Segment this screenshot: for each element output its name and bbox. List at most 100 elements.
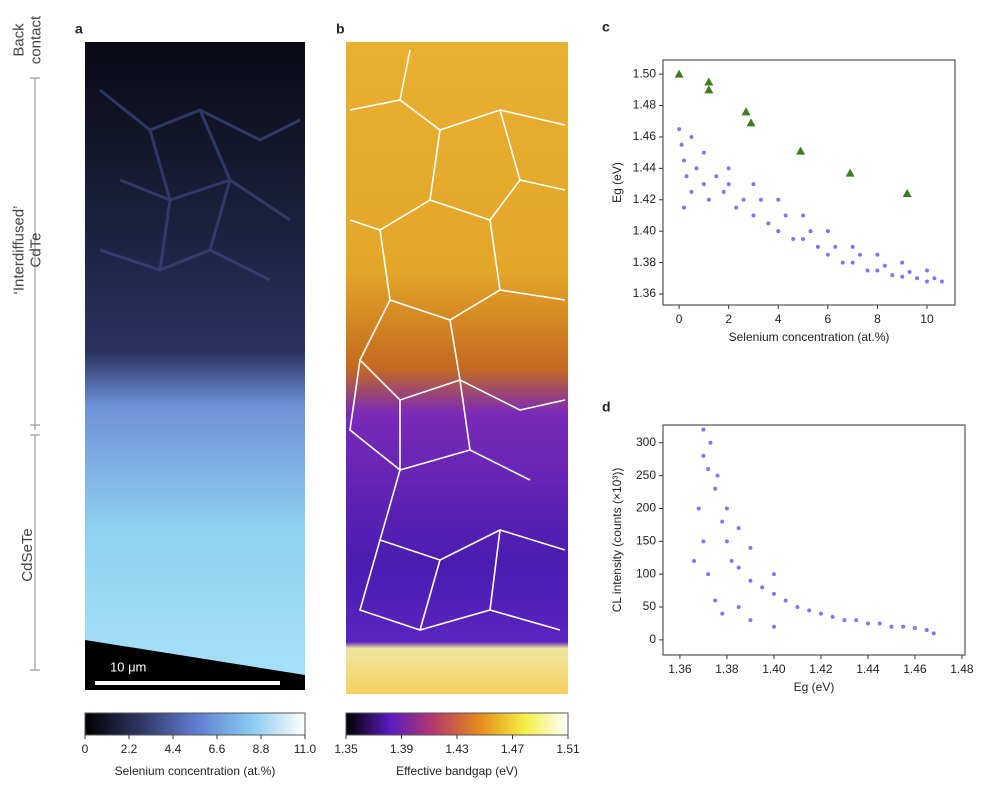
scatter-point (875, 252, 880, 257)
scatter-point (801, 237, 806, 242)
y-axis-label: Eg (eV) (610, 162, 624, 203)
panel-label: d (602, 399, 611, 415)
scatter-point (721, 189, 726, 194)
scatter-point (783, 598, 788, 603)
scatter-point (865, 268, 870, 273)
scatter-point (915, 276, 920, 281)
scatter-point (850, 244, 855, 249)
side-label: contact (27, 15, 44, 64)
side-label: ‘Interdiffused’ (10, 206, 27, 295)
scatter-point (842, 618, 847, 623)
scatter-point (701, 427, 706, 432)
substrate-a (85, 640, 305, 690)
x-tick-label: 4 (775, 312, 782, 326)
scatter-point (850, 260, 855, 265)
scatter-point (808, 229, 813, 234)
y-tick-label: 1.36 (633, 286, 657, 300)
colorbar-tick-label: 2.2 (121, 742, 138, 756)
colorbar-tick-label: 1.51 (556, 742, 580, 756)
y-tick-label: 250 (636, 468, 656, 482)
scatter-point (689, 189, 694, 194)
scatter-point (875, 268, 880, 273)
x-tick-label: 8 (874, 312, 881, 326)
triangle-point (845, 168, 855, 177)
scatter-point (830, 614, 835, 619)
scatter-point (741, 197, 746, 202)
colorbar (345, 712, 569, 736)
scatter-point (766, 221, 771, 226)
scatter-point (729, 559, 734, 564)
scatter-point (890, 273, 895, 278)
scatter-point (726, 182, 731, 187)
scatter-point (932, 276, 937, 281)
x-tick-label: 6 (824, 312, 831, 326)
scatter-point (882, 263, 887, 268)
scatter-point (900, 260, 905, 265)
scatter-point (706, 467, 711, 472)
scatter-point (714, 174, 719, 179)
scatter-point (701, 453, 706, 458)
scatter-point (706, 572, 711, 577)
y-tick-label: 1.48 (633, 98, 657, 112)
x-tick-label: 1.44 (856, 662, 880, 676)
image-a (85, 42, 305, 690)
plot-frame (662, 424, 966, 656)
colorbar (84, 712, 306, 736)
scatter-point (682, 158, 687, 163)
scatter-point (833, 244, 838, 249)
scatter-point (854, 618, 859, 623)
scatter-point (771, 591, 776, 596)
grain-boundaries (349, 49, 566, 631)
scatter-point (907, 270, 912, 275)
side-brackets (30, 77, 40, 671)
scatter-point (901, 624, 906, 629)
scatter-point (791, 237, 796, 242)
colorbar-tick-label: 1.39 (390, 742, 414, 756)
scatter-point (708, 440, 713, 445)
scatter-point (677, 127, 682, 132)
scatter-point (696, 506, 701, 511)
panel-label: b (336, 21, 345, 37)
colorbar-tick-label: 1.35 (334, 742, 358, 756)
x-tick-label: 1.36 (668, 662, 692, 676)
scatter-point (825, 229, 830, 234)
scatter-point (720, 519, 725, 524)
plot-frame (662, 59, 956, 306)
panel-label: c (602, 19, 610, 35)
scatter-point (776, 229, 781, 234)
y-tick-label: 150 (636, 533, 656, 547)
scatter-point (931, 631, 936, 636)
scatter-point (706, 197, 711, 202)
side-label: Back (10, 23, 27, 57)
scatter-point (748, 578, 753, 583)
side-label: CdTe (27, 232, 44, 267)
scatter-point (858, 252, 863, 257)
scatter-point (751, 182, 756, 187)
y-tick-label: 100 (636, 566, 656, 580)
scatter-point (713, 486, 718, 491)
y-tick-label: 1.40 (633, 223, 657, 237)
scatter-point (912, 626, 917, 631)
scatter-point (736, 565, 741, 570)
scatter-point (924, 268, 929, 273)
texture-a (99, 88, 301, 282)
scatter-point (815, 244, 820, 249)
x-tick-label: 1.38 (715, 662, 739, 676)
scatter-point (801, 213, 806, 218)
scatter-point (726, 166, 731, 171)
y-tick-label: 50 (643, 599, 657, 613)
scatter-point (795, 605, 800, 610)
y-axis-label: CL intensity (counts (×10³)) (610, 468, 624, 613)
colorbar-label: Effective bandgap (eV) (396, 764, 518, 778)
scale-bar-label: 10 μm (110, 659, 146, 674)
scatter-point (724, 539, 729, 544)
x-tick-label: 0 (676, 312, 683, 326)
panel-label: a (75, 21, 83, 37)
scatter-point (715, 473, 720, 478)
scatter-point (694, 166, 699, 171)
colorbar-tick-label: 0 (82, 742, 89, 756)
scatter-point (692, 559, 697, 564)
scatter-point (758, 197, 763, 202)
side-label: CdSeTe (19, 528, 36, 581)
scatter-point (682, 205, 687, 210)
